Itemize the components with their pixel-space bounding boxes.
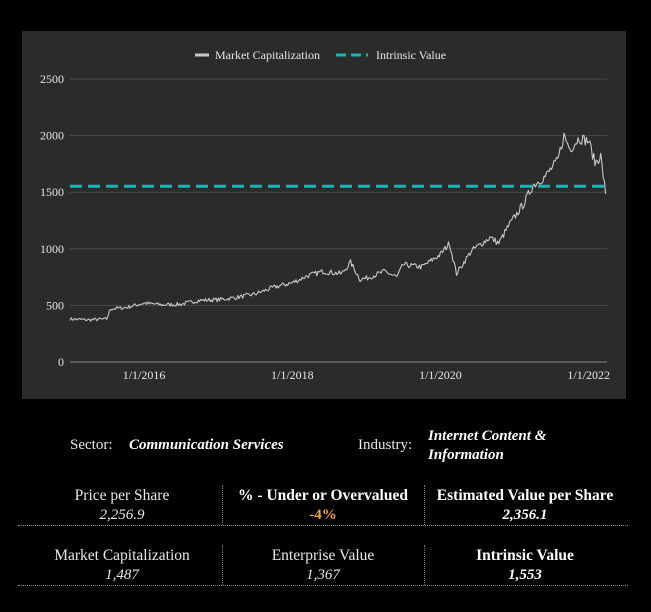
y-tick-label: 2500 (40, 72, 64, 86)
y-tick-label: 0 (58, 355, 64, 369)
market-cap-value: 1,487 (105, 567, 139, 583)
intrinsic-value-value: 1,553 (508, 567, 542, 583)
y-tick-label: 1000 (40, 242, 64, 256)
y-tick-label: 2000 (40, 129, 64, 143)
row-divider (18, 525, 628, 526)
market-cap-chart: 0 500 1000 1500 2000 2500 1/1/2016 1/1/2018 1/1/… (40, 48, 610, 382)
industry-value-line2: Information (428, 447, 504, 463)
enterprise-value-cell: Enterprise Value 1,367 (223, 547, 423, 584)
sector-value: Communication Services (129, 437, 284, 453)
column-divider (424, 485, 425, 525)
x-tick-label: 1/1/2018 (271, 368, 314, 382)
price-per-share-value: 2,256.9 (99, 507, 145, 523)
estimated-value-label: Estimated Value per Share (436, 487, 614, 504)
intrinsic-value-cell: Intrinsic Value 1,553 (425, 547, 625, 584)
x-tick-label: 1/1/2016 (123, 368, 166, 382)
under-over-label: % - Under or Overvalued (238, 487, 408, 504)
y-tick-label: 500 (46, 298, 64, 312)
price-per-share-cell: Price per Share 2,256.9 (22, 487, 222, 524)
x-tick-label: 1/1/2022 (567, 368, 610, 382)
column-divider (424, 545, 425, 585)
industry-value-line1: Internet Content & (428, 428, 547, 444)
enterprise-value-label: Enterprise Value (271, 547, 375, 564)
industry-label: Industry: (358, 437, 413, 453)
under-over-value: -4% (309, 507, 337, 523)
column-divider (222, 485, 223, 525)
market-cap-label: Market Capitalization (54, 547, 190, 564)
y-tick-label: 1500 (40, 185, 64, 199)
row-divider (18, 585, 628, 586)
estimated-value-value: 2,356.1 (502, 507, 548, 523)
market-cap-cell: Market Capitalization 1,487 (22, 547, 222, 584)
price-per-share-label: Price per Share (74, 487, 170, 504)
legend-label-market-cap: Market Capitalization (215, 48, 320, 62)
market-cap-line (69, 132, 607, 322)
sector-label: Sector: (70, 437, 113, 453)
enterprise-value-value: 1,367 (306, 567, 340, 583)
column-divider (222, 545, 223, 585)
estimated-value-cell: Estimated Value per Share 2,356.1 (425, 487, 625, 524)
intrinsic-value-label: Intrinsic Value (476, 547, 574, 564)
under-over-cell: % - Under or Overvalued -4% (223, 487, 423, 524)
x-tick-label: 1/1/2020 (419, 368, 462, 382)
chart-panel: 0 500 1000 1500 2000 2500 1/1/2016 1/1/2018 1/1/… (22, 31, 626, 399)
legend-label-intrinsic: Intrinsic Value (376, 48, 446, 62)
